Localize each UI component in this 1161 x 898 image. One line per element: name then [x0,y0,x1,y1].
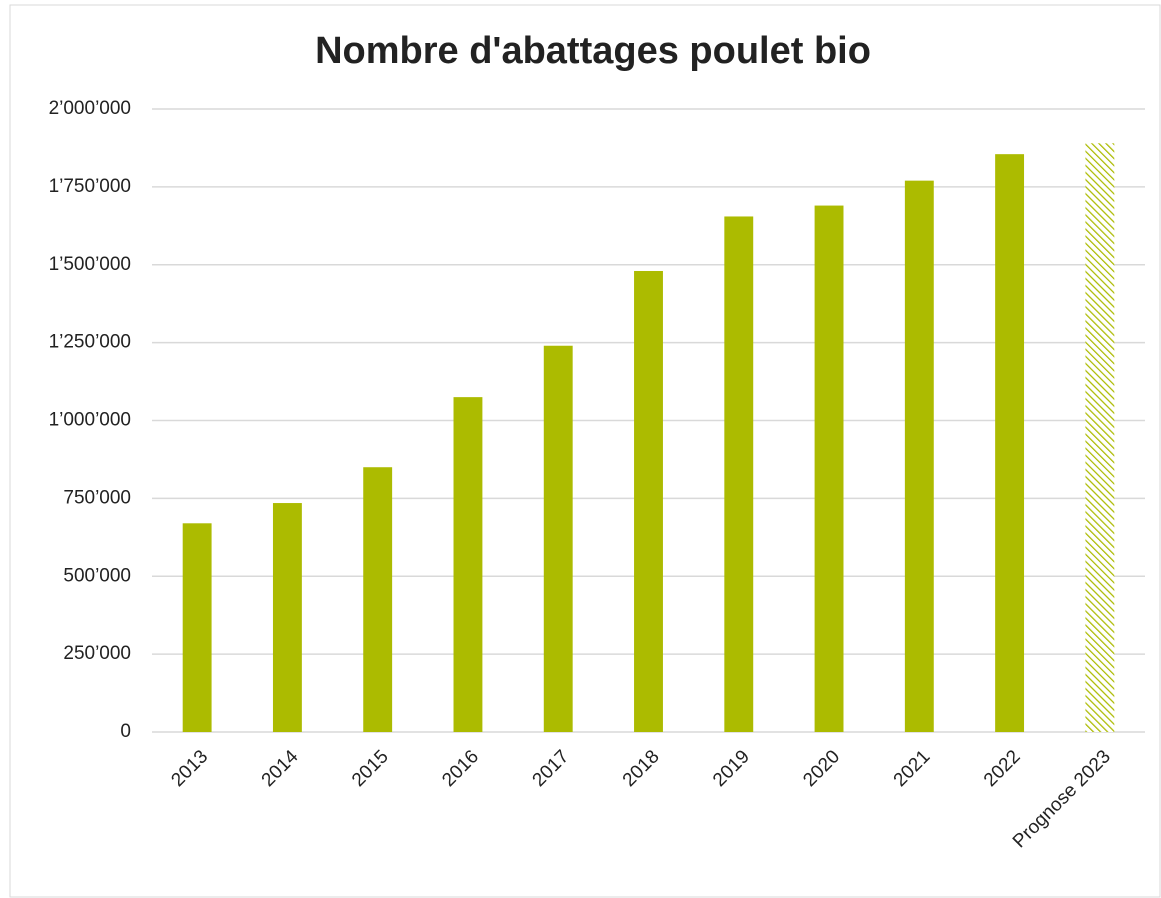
y-tick-label: 1’250’000 [49,332,131,353]
x-tick-label: 2014 [258,746,303,791]
x-tick-label: 2018 [619,746,664,791]
y-tick-label: 500’000 [63,565,131,586]
x-tick-label: 2016 [438,746,483,791]
x-tick-label: 2017 [529,746,574,791]
y-tick-label: 1’000’000 [49,410,131,431]
x-tick-label: 2013 [167,746,212,791]
chart-frame [9,4,1161,898]
x-tick-label: 2019 [709,746,754,791]
x-tick-label: 2020 [799,746,844,791]
y-tick-label: 0 [120,721,131,742]
bar [634,270,663,732]
y-tick-label: 1’500’000 [49,254,131,275]
bar [904,180,934,732]
bar [272,503,302,732]
x-tick-label: 2021 [890,746,935,791]
bar [363,467,393,732]
x-tick-label: 2022 [980,746,1025,791]
y-tick-label: 250’000 [63,643,131,664]
chart-title: Nombre d'abattages poulet bio [315,30,871,72]
y-tick-label: 2’000’000 [49,98,131,119]
x-tick-label: Prognose 2023 [1009,746,1115,852]
y-tick-label: 750’000 [63,487,131,508]
bar [995,154,1025,733]
y-tick-label: 1’750’000 [49,176,131,197]
bar [182,523,212,732]
bar [724,216,754,732]
bar [453,397,483,732]
bar [1085,143,1115,732]
bar [814,205,844,732]
bar [543,345,573,732]
x-tick-label: 2015 [348,746,393,791]
